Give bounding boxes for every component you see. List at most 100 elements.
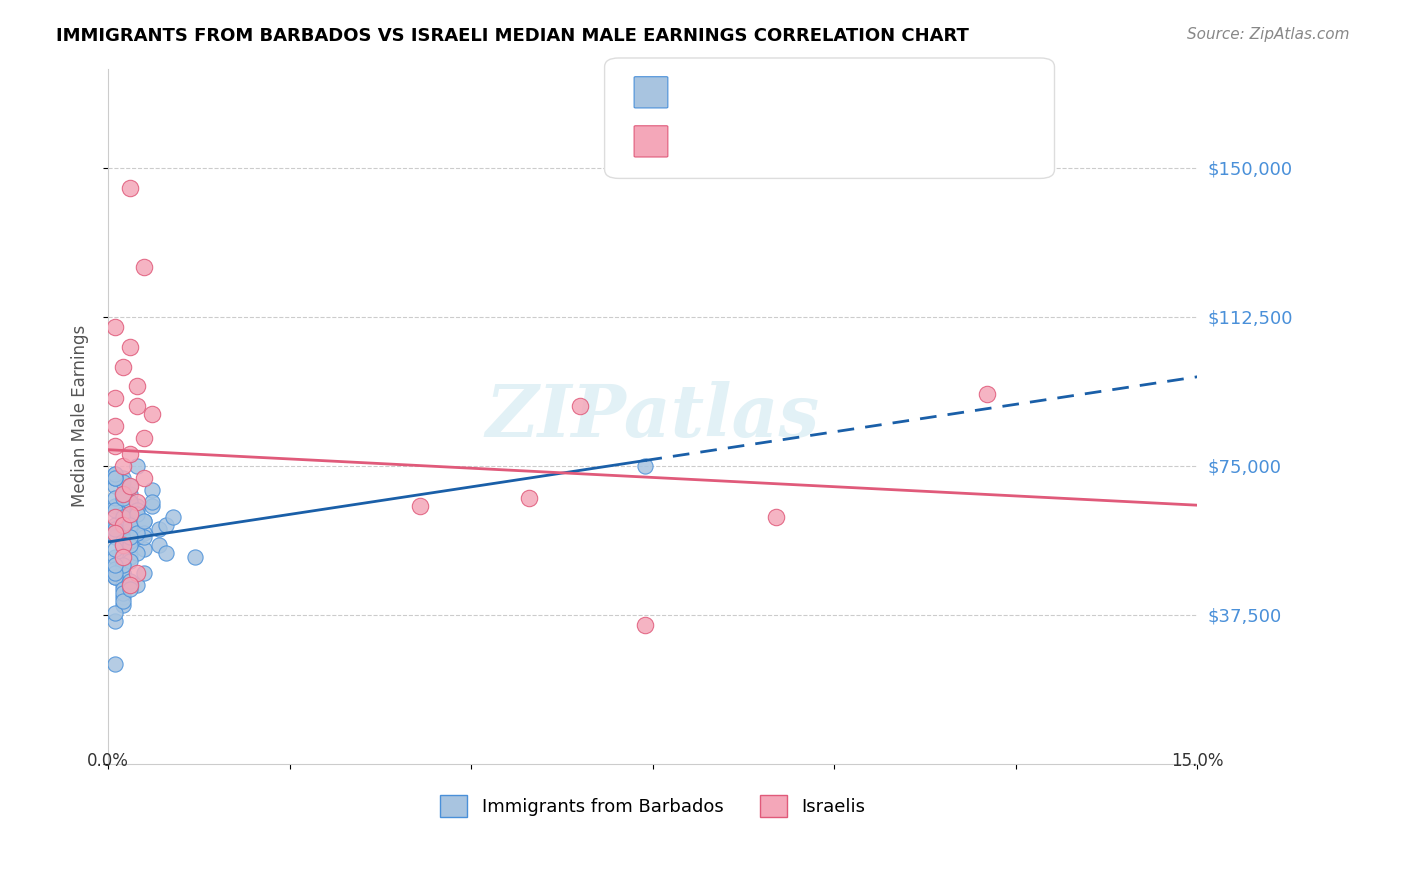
Point (141, 483, 163, 497)
Point (104, 439, 127, 453)
Point (104, 499, 127, 513)
Point (134, 515, 156, 529)
Point (118, 180, 141, 194)
Point (111, 486, 134, 500)
Point (118, 526, 141, 541)
Point (111, 359, 134, 374)
Point (118, 479, 141, 493)
Point (111, 558, 134, 573)
Text: IMMIGRANTS FROM BARBADOS VS ISRAELI MEDIAN MALE EARNINGS CORRELATION CHART: IMMIGRANTS FROM BARBADOS VS ISRAELI MEDI… (56, 27, 969, 45)
Point (104, 502, 127, 516)
Point (125, 530, 148, 544)
Point (118, 538, 141, 552)
Point (104, 471, 127, 485)
Point (104, 614, 127, 628)
Legend: Immigrants from Barbados, Israelis: Immigrants from Barbados, Israelis (433, 788, 872, 824)
Point (104, 510, 127, 524)
Point (134, 566, 156, 581)
Point (111, 510, 134, 524)
Point (134, 530, 156, 544)
Point (118, 494, 141, 508)
Point (111, 538, 134, 552)
Point (104, 570, 127, 584)
Point (111, 550, 134, 565)
Point (104, 562, 127, 576)
Point (104, 467, 127, 481)
Point (118, 578, 141, 592)
Point (104, 530, 127, 544)
Point (111, 558, 134, 573)
Point (125, 379, 148, 393)
Point (118, 486, 141, 500)
Point (104, 570, 127, 584)
Point (118, 582, 141, 596)
Point (118, 340, 141, 354)
Point (104, 566, 127, 581)
Point (125, 578, 148, 592)
Text: N = 83: N = 83 (858, 84, 931, 103)
Point (104, 392, 127, 406)
Point (111, 590, 134, 604)
Point (118, 554, 141, 568)
Point (104, 542, 127, 557)
Point (104, 419, 127, 434)
Point (111, 538, 134, 552)
Point (141, 494, 163, 508)
Point (118, 518, 141, 533)
Point (118, 510, 141, 524)
Point (111, 598, 134, 612)
Point (118, 518, 141, 533)
Point (118, 515, 141, 529)
Point (155, 518, 177, 533)
Point (125, 494, 148, 508)
Point (134, 526, 156, 541)
Point (104, 606, 127, 620)
Point (104, 479, 127, 493)
Point (118, 530, 141, 544)
Point (125, 507, 148, 521)
Point (125, 499, 148, 513)
Point (134, 515, 156, 529)
Point (104, 657, 127, 672)
Point (111, 486, 134, 500)
Point (111, 518, 134, 533)
Point (118, 507, 141, 521)
Point (111, 546, 134, 560)
Point (111, 554, 134, 568)
Point (104, 518, 127, 533)
Point (634, 617, 657, 632)
Point (976, 387, 998, 401)
Point (111, 471, 134, 485)
Point (125, 546, 148, 560)
Point (134, 431, 156, 445)
Point (104, 550, 127, 565)
Point (118, 574, 141, 588)
Point (118, 447, 141, 461)
Point (125, 399, 148, 413)
Text: R = 0.002: R = 0.002 (678, 84, 783, 103)
Point (104, 467, 127, 481)
Point (111, 566, 134, 581)
Point (517, 491, 540, 505)
Point (104, 523, 127, 537)
Point (104, 471, 127, 485)
Y-axis label: Median Male Earnings: Median Male Earnings (72, 325, 89, 508)
Point (634, 458, 657, 473)
Text: 0.0%: 0.0% (87, 752, 129, 770)
Point (155, 546, 177, 560)
Point (134, 471, 156, 485)
Point (111, 578, 134, 592)
Point (162, 510, 184, 524)
Text: Source: ZipAtlas.com: Source: ZipAtlas.com (1187, 27, 1350, 42)
Point (118, 550, 141, 565)
Point (569, 399, 592, 413)
Point (111, 458, 134, 473)
Point (118, 534, 141, 549)
Point (111, 582, 134, 596)
Point (125, 566, 148, 581)
Point (409, 499, 432, 513)
Text: ZIPatlas: ZIPatlas (485, 381, 820, 451)
Point (111, 491, 134, 505)
Point (111, 538, 134, 552)
Text: N = 32: N = 32 (858, 132, 931, 152)
